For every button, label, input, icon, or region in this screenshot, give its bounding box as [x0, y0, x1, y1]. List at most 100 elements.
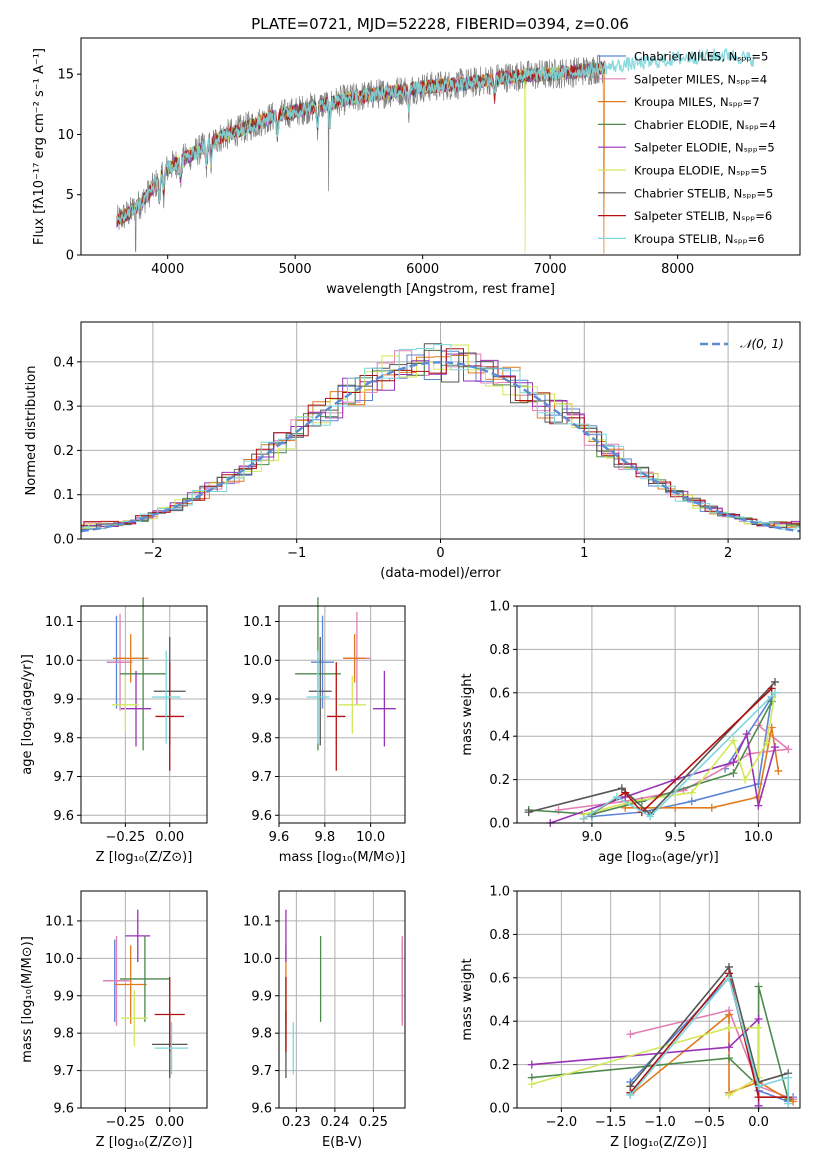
x-axis-label: Z [log₁₀(Z/Z⊙)]	[96, 1135, 193, 1150]
panel-spectrum: 4000 5000 6000 7000 8000 0 5 10 15 wavelength [An…	[32, 37, 801, 297]
x-tick-label: −0.25	[105, 830, 145, 845]
x-tick-label: 0	[436, 546, 444, 561]
y-tick-label: 10.0	[243, 952, 272, 967]
x-tick-label: 9.8	[314, 830, 335, 845]
x-axis-label: mass [log₁₀(M/M⊙)]	[279, 850, 406, 865]
plot-area	[524, 677, 793, 827]
y-tick-label: 15	[57, 68, 74, 83]
legend-label: Kroupa MILES, Nₛₚₚ=7	[634, 95, 760, 109]
y-tick-label: 0.6	[489, 971, 510, 986]
weight-marker	[754, 1093, 763, 1102]
weight-marker	[784, 745, 793, 754]
weight-marker	[742, 730, 751, 739]
x-tick-label: 0.00	[155, 830, 184, 845]
weight-marker	[579, 814, 588, 823]
axes-frame	[516, 605, 801, 824]
weight-marker	[754, 1023, 763, 1032]
errorbar-point-kroupa-elodie	[120, 990, 148, 1047]
x-tick-label: 9.0	[582, 830, 603, 845]
plot-area	[106, 597, 186, 771]
y-axis-label: Flux [fλ10⁻¹⁷ erg cm⁻² s⁻¹ A⁻¹]	[32, 48, 47, 245]
x-tick-label: 8000	[661, 262, 694, 277]
y-tick-label: 9.6	[53, 809, 74, 824]
weight-line-kroupa-stelib	[583, 692, 776, 820]
errorbar-point-salpeter-stelib	[155, 662, 184, 771]
spectrum-title: PLATE=0721, MJD=52228, FIBERID=0394, z=0…	[251, 15, 629, 33]
y-tick-label: 0.0	[53, 533, 74, 548]
weight-line-salpeter-stelib	[629, 971, 789, 1098]
axes-frame	[278, 605, 406, 824]
weight-line-chabrier-stelib	[629, 965, 789, 1087]
y-tick-label: 0.6	[489, 686, 510, 701]
weight-marker	[626, 1030, 635, 1039]
errorbar-point-kroupa-elodie	[338, 675, 367, 734]
errorbar-point-salpeter-miles	[107, 613, 133, 711]
x-tick-label: 4000	[151, 262, 184, 277]
weight-marker	[774, 766, 783, 775]
x-axis-label: E(B-V)	[322, 1135, 362, 1150]
weight-marker	[771, 743, 780, 752]
errorbar-point-salpeter-elodie	[125, 909, 151, 963]
plot-area	[81, 343, 800, 533]
x-tick-label: 0.24	[320, 1115, 349, 1130]
y-tick-label: 0.4	[53, 355, 74, 370]
y-tick-label: 9.8	[251, 1027, 272, 1042]
plot-area	[103, 909, 189, 1079]
y-axis-label: mass weight	[460, 958, 475, 1040]
plot-area	[527, 962, 798, 1110]
weight-marker	[527, 1080, 536, 1089]
y-tick-label: 10.0	[45, 952, 74, 967]
panel-mass-vs-ebv: 0.23 0.24 0.25 9.6 9.7 9.8 9.9 10.0 10.1 E(B-V)	[243, 890, 406, 1150]
x-tick-label: 6000	[406, 262, 439, 277]
y-tick-label: 0.2	[53, 444, 74, 459]
histogram-salpeter-elodie	[81, 353, 800, 528]
y-tick-label: 0.3	[53, 400, 74, 415]
weight-marker	[637, 797, 646, 806]
y-tick-label: 10.1	[45, 914, 74, 929]
errorbar-point-salpeter-miles	[103, 935, 130, 1026]
weight-marker	[687, 788, 696, 797]
y-tick-label: 9.9	[53, 989, 74, 1004]
spectrum-legend: Chabrier MILES, Nₛₚₚ=5 Salpeter MILES, Nₛ…	[598, 50, 776, 246]
weight-marker	[524, 808, 533, 817]
weight-marker	[687, 797, 696, 806]
x-tick-label: −1	[287, 546, 306, 561]
weight-marker	[725, 1090, 734, 1099]
weight-marker	[789, 1097, 798, 1106]
y-tick-label: 0.4	[489, 730, 510, 745]
weight-marker	[784, 1073, 793, 1082]
weight-marker	[646, 812, 655, 821]
weight-marker	[754, 1082, 763, 1091]
weight-marker	[671, 803, 680, 812]
weight-marker	[762, 738, 771, 747]
legend-label: Chabrier ELODIE, Nₛₚₚ=4	[634, 118, 776, 132]
errorbar-point-salpeter-stelib	[154, 977, 185, 1052]
weight-marker	[767, 684, 776, 693]
y-tick-label: 0.0	[489, 1102, 510, 1117]
legend-label-normal: 𝒩(0, 1)	[740, 337, 784, 351]
legend-label: Salpeter MILES, Nₛₚₚ=4	[634, 72, 767, 86]
plot-area	[295, 597, 396, 771]
weight-marker	[725, 1010, 734, 1019]
y-tick-label: 0.2	[489, 1058, 510, 1073]
weight-marker	[741, 775, 750, 784]
x-tick-label: 9.5	[665, 830, 686, 845]
weight-line-chabrier-miles	[591, 696, 773, 818]
x-tick-label: 7000	[534, 262, 567, 277]
legend-label: Salpeter ELODIE, Nₛₚₚ=5	[634, 141, 775, 155]
weight-marker	[617, 784, 626, 793]
y-tick-label: 9.7	[53, 770, 74, 785]
legend-label: Chabrier MILES, Nₛₚₚ=5	[634, 50, 768, 64]
plot-area	[285, 909, 403, 1079]
x-tick-label: 0.00	[155, 1115, 184, 1130]
model-spectrum-kroupa-stelib	[116, 48, 755, 223]
weight-line-salpeter-miles	[558, 724, 791, 811]
y-tick-label: 9.8	[53, 1027, 74, 1042]
axes-frame	[80, 37, 801, 256]
y-axis-label: mass weight	[460, 673, 475, 755]
y-tick-label: 1.0	[489, 885, 510, 900]
y-tick-label: 0.2	[489, 773, 510, 788]
panel-residuals: −2 −1 0 1 2 0.0 0.1 0.2 0.3 0.4 (data-model)/error…	[24, 321, 801, 581]
axes-frame	[80, 605, 208, 824]
